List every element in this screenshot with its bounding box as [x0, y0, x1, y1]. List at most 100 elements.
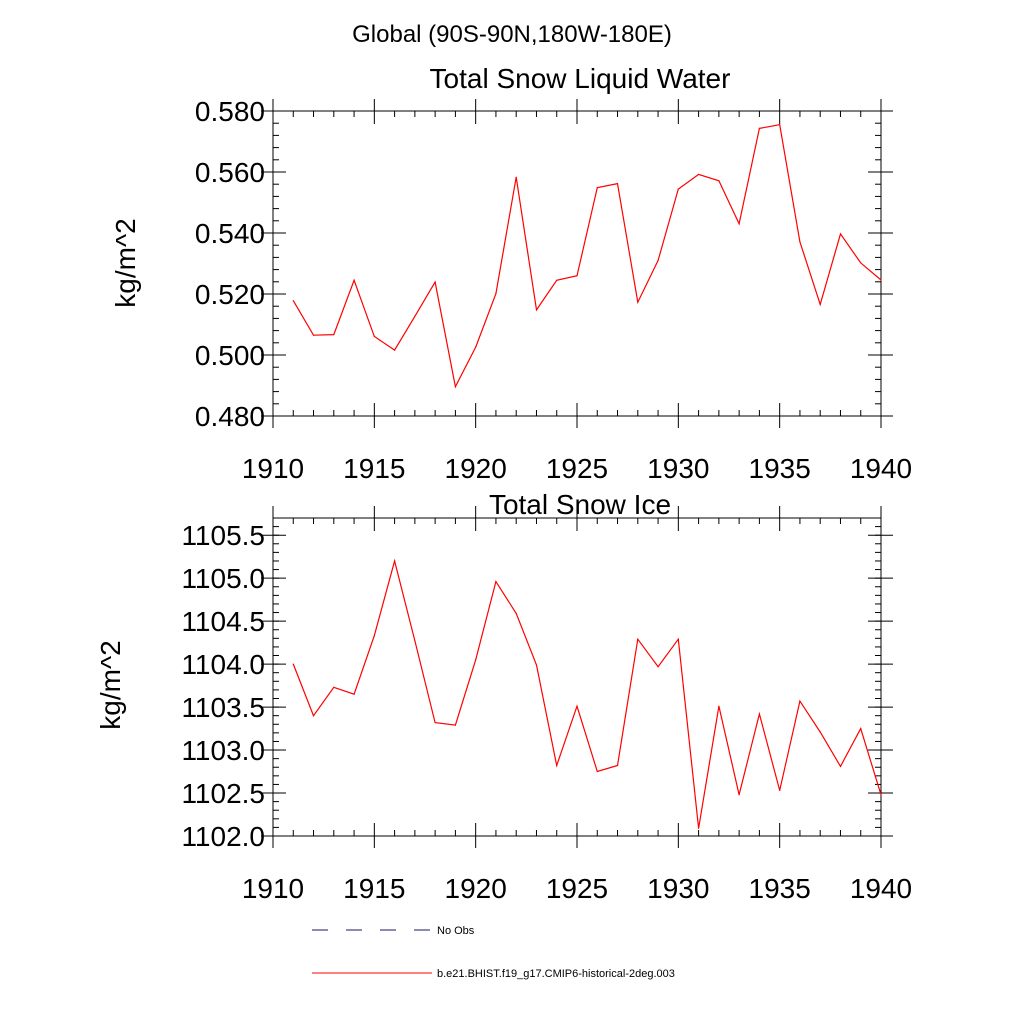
data-point	[495, 581, 497, 583]
data-point	[657, 259, 659, 262]
data-point	[799, 241, 801, 243]
y-tick-label: 1103.5	[181, 692, 265, 723]
chart-title: Total Snow Ice	[489, 489, 671, 520]
legend: No Obs b.e21.BHIST.f19_g17.CMIP6-histori…	[312, 925, 675, 980]
legend-label-no-obs: No Obs	[437, 925, 475, 937]
data-point	[292, 663, 294, 665]
x-tick-label: 1910	[242, 453, 304, 484]
x-tick-label: 1940	[850, 873, 912, 904]
y-tick-label: 0.560	[195, 157, 265, 188]
series-line	[292, 558, 882, 829]
data-point	[454, 386, 456, 388]
data-point	[637, 301, 639, 303]
data-point	[616, 764, 619, 767]
data-point	[596, 770, 598, 773]
data-point	[718, 705, 720, 707]
y-tick-label: 0.580	[195, 96, 265, 127]
data-point	[394, 560, 396, 562]
region-label: Global (90S-90N,180W-180E)	[352, 21, 672, 48]
data-point	[718, 180, 720, 182]
x-tick-label: 1930	[647, 453, 709, 484]
data-point	[312, 334, 315, 336]
data-point	[373, 335, 375, 337]
data-point	[819, 303, 821, 305]
data-point	[738, 794, 740, 796]
y-tick-label: 1105.5	[181, 520, 265, 551]
x-tick-label: 1920	[445, 453, 507, 484]
x-tick-label: 1915	[343, 453, 405, 484]
data-point	[819, 731, 821, 733]
x-tick-label: 1925	[546, 873, 608, 904]
data-point	[758, 713, 761, 715]
data-point	[353, 279, 355, 281]
data-point	[434, 281, 436, 283]
data-point	[698, 173, 700, 176]
data-point	[779, 124, 781, 126]
data-point	[333, 686, 335, 688]
data-point	[698, 827, 700, 829]
data-point	[576, 275, 578, 277]
data-point	[596, 186, 598, 189]
x-tick-label: 1910	[242, 873, 304, 904]
data-point	[758, 127, 761, 129]
chart-title: Total Snow Liquid Water	[430, 63, 731, 94]
plot-frame	[272, 517, 882, 837]
data-point	[779, 789, 781, 792]
x-tick-label: 1925	[546, 453, 608, 484]
series-line	[292, 124, 882, 389]
y-tick-label: 1103.0	[181, 735, 265, 766]
data-point	[353, 693, 355, 695]
data-point	[535, 309, 538, 311]
data-point	[515, 176, 517, 178]
data-point	[839, 765, 842, 767]
data-point	[637, 638, 639, 640]
data-point	[515, 612, 517, 615]
data-point	[860, 262, 862, 264]
y-tick-label: 0.480	[195, 401, 265, 432]
y-axis-label: kg/m^2	[95, 640, 126, 729]
y-tick-label: 1104.0	[181, 649, 265, 680]
x-tick-label: 1915	[343, 873, 405, 904]
x-tick-label: 1935	[749, 873, 811, 904]
data-point	[677, 188, 679, 190]
y-tick-label: 1105.0	[181, 563, 265, 594]
data-point	[333, 333, 335, 336]
data-point	[475, 346, 477, 348]
y-tick-label: 1102.5	[181, 778, 265, 809]
y-tick-label: 0.520	[195, 279, 265, 310]
chart-panel-1: Total Snow Liquid Water kg/m^2 1910 1915 192…	[110, 63, 912, 484]
data-point	[677, 638, 679, 640]
data-point	[535, 664, 538, 666]
y-tick-label: 1102.0	[181, 821, 265, 852]
data-point	[799, 700, 801, 702]
data-point	[394, 349, 396, 351]
data-point	[839, 233, 842, 235]
data-point	[860, 727, 862, 730]
x-tick-label: 1920	[445, 873, 507, 904]
data-point	[495, 293, 497, 295]
chart-panel-2: Total Snow Ice kg/m^2 1910 1915 1920 1925 1930…	[95, 489, 912, 904]
data-point	[738, 223, 740, 225]
legend-label-model: b.e21.BHIST.f19_g17.CMIP6-historical-2de…	[437, 968, 675, 980]
y-tick-label: 0.540	[195, 218, 265, 249]
data-point	[657, 666, 659, 668]
data-point	[414, 315, 416, 317]
data-point	[556, 764, 558, 767]
data-point	[292, 300, 294, 302]
data-point	[576, 705, 578, 707]
data-point	[475, 659, 477, 661]
y-tick-label: 0.500	[195, 340, 265, 371]
data-point	[556, 279, 558, 281]
data-point	[616, 182, 619, 185]
x-tick-label: 1930	[647, 873, 709, 904]
y-axis-label: kg/m^2	[110, 218, 141, 307]
x-tick-label: 1935	[749, 453, 811, 484]
data-point	[454, 724, 456, 726]
x-tick-label: 1940	[850, 453, 912, 484]
data-point	[434, 721, 436, 724]
data-point	[880, 794, 882, 796]
y-tick-label: 1104.5	[181, 606, 265, 637]
data-point	[414, 640, 416, 642]
data-point	[373, 635, 375, 637]
